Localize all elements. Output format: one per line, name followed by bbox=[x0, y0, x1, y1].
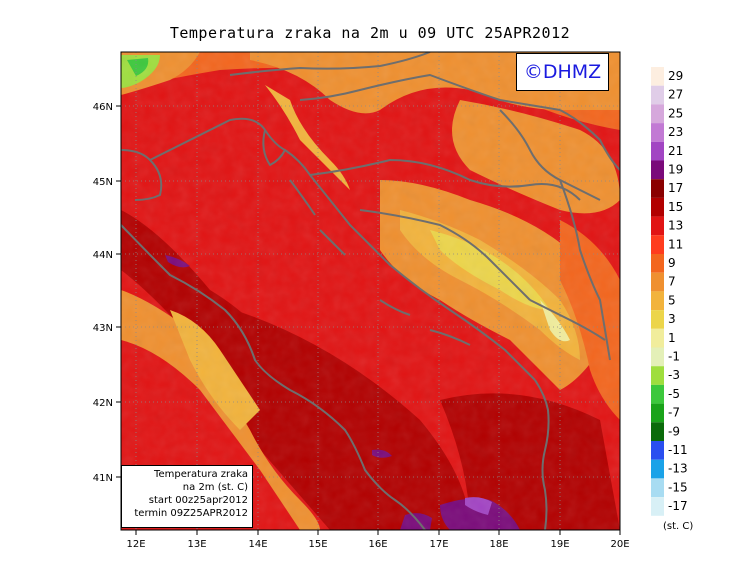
info-line: termin 09Z25APR2012 bbox=[134, 508, 248, 519]
lon-label: 12E bbox=[126, 539, 145, 550]
legend-swatch bbox=[651, 441, 664, 460]
lon-label: 20E bbox=[610, 539, 629, 550]
legend-swatch bbox=[651, 216, 664, 236]
lon-label: 14E bbox=[248, 539, 267, 550]
legend-label: -3 bbox=[668, 368, 680, 382]
legend-label: 3 bbox=[668, 312, 676, 326]
lat-label: 44N bbox=[93, 250, 113, 261]
latitude-labels: 46N 45N 44N 43N 42N 41N bbox=[93, 102, 113, 484]
legend-swatch bbox=[651, 254, 664, 273]
legend-swatch bbox=[651, 291, 664, 311]
lat-label: 42N bbox=[93, 398, 113, 409]
legend-swatch bbox=[651, 197, 664, 217]
legend-label: -5 bbox=[668, 387, 680, 401]
info-line: start 00z25apr2012 bbox=[148, 495, 248, 506]
legend-swatch bbox=[651, 272, 664, 292]
legend-swatch bbox=[651, 403, 664, 423]
info-line: Temperatura zraka bbox=[154, 469, 248, 480]
legend-unit: (st. C) bbox=[663, 521, 693, 532]
legend-label: 11 bbox=[668, 237, 683, 251]
legend-label: 25 bbox=[668, 106, 683, 120]
legend-label: -13 bbox=[668, 462, 688, 476]
legend-swatch bbox=[651, 179, 664, 198]
lon-label: 16E bbox=[368, 539, 387, 550]
legend-swatch bbox=[651, 235, 664, 254]
color-legend: 29 27 25 23 21 19 17 15 13 11 9 7 5 3 1 -1 -3 -5 -7 -9 -11 -1… bbox=[651, 67, 693, 532]
legend-swatch bbox=[651, 478, 664, 498]
legend-label: 1 bbox=[668, 331, 676, 345]
info-box: Temperatura zraka na 2m (st. C) start 00… bbox=[121, 465, 253, 528]
legend-label: 15 bbox=[668, 200, 683, 214]
legend-swatch bbox=[651, 104, 664, 124]
legend-label: -7 bbox=[668, 406, 680, 420]
legend-label: 23 bbox=[668, 125, 683, 139]
legend-swatch bbox=[651, 422, 664, 441]
legend-label: 27 bbox=[668, 88, 683, 102]
legend-label: -9 bbox=[668, 424, 680, 438]
temperature-field bbox=[121, 52, 620, 530]
legend-swatch bbox=[651, 366, 664, 385]
legend-label: 29 bbox=[668, 69, 683, 83]
dhmz-logo: ©DHMZ bbox=[516, 53, 609, 91]
legend-label: 7 bbox=[668, 275, 676, 289]
legend-label: -15 bbox=[668, 480, 688, 494]
legend-label: 17 bbox=[668, 181, 683, 195]
legend-swatch bbox=[651, 160, 664, 180]
legend-swatch bbox=[651, 497, 664, 516]
axis-ticks bbox=[116, 105, 621, 535]
info-line: na 2m (st. C) bbox=[182, 482, 248, 493]
lon-label: 13E bbox=[187, 539, 206, 550]
lon-label: 18E bbox=[489, 539, 508, 550]
legend-swatch bbox=[651, 459, 664, 479]
legend-swatch bbox=[651, 141, 664, 161]
legend-label: 13 bbox=[668, 219, 683, 233]
lat-label: 41N bbox=[93, 473, 113, 484]
legend-label: 21 bbox=[668, 144, 683, 158]
legend-swatch bbox=[651, 347, 664, 367]
lon-label: 17E bbox=[429, 539, 448, 550]
lat-label: 46N bbox=[93, 102, 113, 113]
legend-label: -1 bbox=[668, 350, 680, 364]
map-frame bbox=[120, 51, 621, 531]
lat-label: 45N bbox=[93, 177, 113, 188]
legend-swatch bbox=[651, 384, 664, 404]
legend-swatch bbox=[651, 67, 664, 86]
lon-label: 15E bbox=[308, 539, 327, 550]
legend-label: 5 bbox=[668, 293, 676, 307]
legend-swatch bbox=[651, 85, 664, 105]
lat-label: 43N bbox=[93, 323, 113, 334]
legend-swatch bbox=[651, 328, 664, 348]
legend-label: 9 bbox=[668, 256, 676, 270]
map-title: Temperatura zraka na 2m u 09 UTC 25APR20… bbox=[169, 24, 571, 42]
lon-label: 19E bbox=[550, 539, 569, 550]
legend-swatch bbox=[651, 310, 664, 329]
legend-swatch bbox=[651, 123, 664, 142]
longitude-labels: 12E 13E 14E 15E 16E 17E 18E 19E 20E bbox=[126, 539, 629, 550]
legend-label: 19 bbox=[668, 163, 683, 177]
coastlines bbox=[121, 52, 620, 530]
legend-label: -11 bbox=[668, 443, 688, 457]
legend-label: -17 bbox=[668, 499, 688, 513]
